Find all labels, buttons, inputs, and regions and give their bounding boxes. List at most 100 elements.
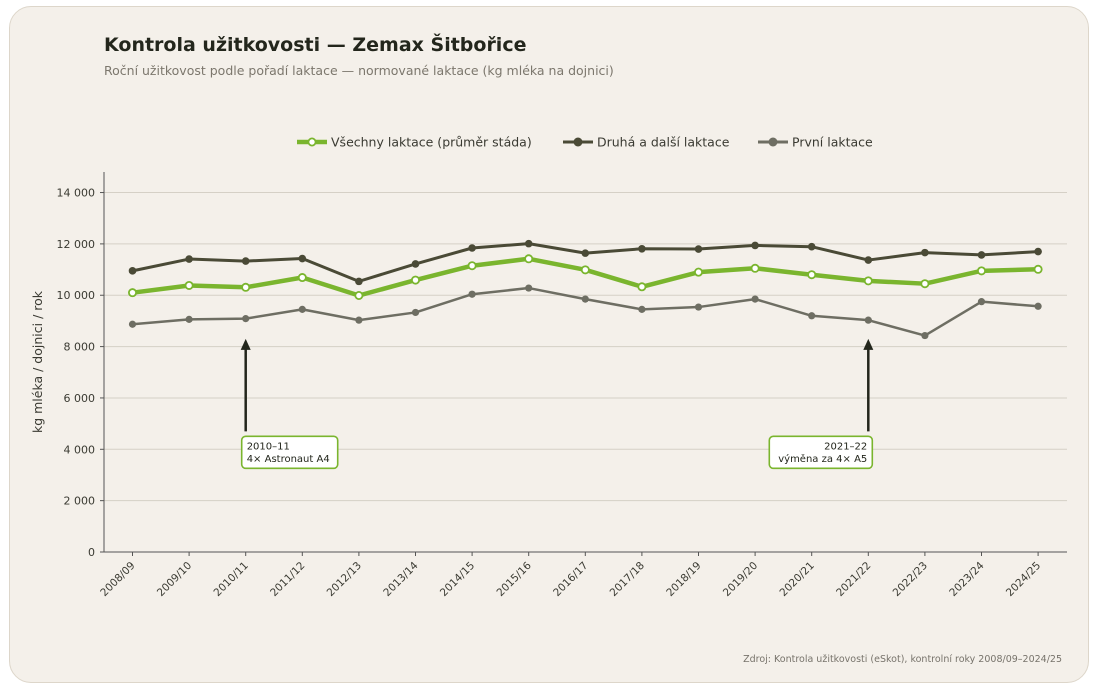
data-point <box>298 254 307 263</box>
source-note: Zdroj: Kontrola užitkovosti (eSkot), kon… <box>743 654 1062 665</box>
data-point <box>355 277 363 286</box>
data-point <box>354 290 364 300</box>
data-point <box>467 261 477 271</box>
data-point <box>410 275 420 285</box>
data-point <box>241 282 251 292</box>
annotation-1: 2010–11 4× Astronaut A4 <box>240 338 339 470</box>
data-point <box>977 298 986 306</box>
legend: Všechny laktace (průměr stáda) Druhá a da… <box>297 135 873 150</box>
data-point <box>863 276 873 286</box>
x-tick-label: 2014/15 <box>438 560 477 599</box>
x-tick-label: 2010/11 <box>211 560 250 599</box>
data-point <box>638 305 646 313</box>
data-point <box>468 290 476 298</box>
annotation-text: 2010–11 <box>247 441 290 452</box>
data-point <box>751 295 759 303</box>
legend-item-all: Všechny laktace (průměr stáda) <box>297 135 532 150</box>
data-point <box>808 312 816 320</box>
x-tick-label: 2021/22 <box>834 560 873 599</box>
x-tick-label: 2019/20 <box>721 560 760 599</box>
data-point <box>411 260 420 268</box>
y-tick-label: 12 000 <box>57 238 96 251</box>
data-point <box>1034 247 1042 256</box>
legend-swatch-marker <box>768 137 778 147</box>
data-point <box>525 284 533 292</box>
data-point <box>128 320 137 328</box>
data-point <box>184 280 194 290</box>
data-point <box>580 265 590 275</box>
data-point <box>694 267 704 277</box>
legend-label: První laktace <box>792 135 873 150</box>
x-tick-label: 2015/16 <box>494 559 534 599</box>
series-first <box>128 284 1042 340</box>
y-tick-label: 8 000 <box>64 341 96 354</box>
series-line <box>131 242 1040 283</box>
y-tick-label: 0 <box>88 546 95 559</box>
series-second <box>128 239 1042 286</box>
x-tick-label: 2023/24 <box>947 559 987 599</box>
data-point <box>921 248 929 257</box>
y-tick-label: 10 000 <box>57 289 96 302</box>
data-point <box>185 255 193 263</box>
series-line <box>130 256 1041 298</box>
data-point <box>920 279 930 289</box>
legend-item-second: Druhá a další laktace <box>563 135 730 150</box>
data-point <box>864 316 872 324</box>
data-point <box>355 316 363 324</box>
data-point <box>807 242 816 251</box>
annotation-arrowhead <box>863 338 874 350</box>
data-point <box>298 305 306 313</box>
data-point <box>241 257 250 265</box>
y-tick-labels: 0 2 000 4 000 6 000 8 000 10 000 12 000 14 000 <box>57 187 104 559</box>
chart-subtitle: Roční užitkovost podle pořadí laktace — … <box>104 63 614 78</box>
data-point <box>751 241 759 250</box>
chart-card <box>9 6 1089 683</box>
x-tick-label: 2008/09 <box>98 560 137 599</box>
data-point <box>411 308 420 317</box>
x-tick-label: 2018/19 <box>664 560 703 599</box>
legend-label: Druhá a další laktace <box>597 135 730 150</box>
data-point <box>807 270 817 280</box>
data-point <box>524 254 534 264</box>
y-axis-label: kg mléka / dojnici / rok <box>30 290 45 433</box>
data-point <box>1033 264 1043 274</box>
legend-item-first: První laktace <box>758 135 873 150</box>
data-point <box>242 315 250 323</box>
x-tick-label: 2011/12 <box>268 560 307 599</box>
y-gridlines <box>104 192 1067 502</box>
x-tick-label: 2013/14 <box>381 559 421 599</box>
data-point <box>750 263 760 273</box>
data-point <box>468 244 476 252</box>
annotation-box <box>240 435 339 470</box>
data-point <box>524 239 533 248</box>
x-tick-label: 2017/18 <box>608 560 647 599</box>
data-point <box>127 288 137 298</box>
y-tick-label: 2 000 <box>64 495 96 508</box>
x-tick-label: 2016/17 <box>551 560 590 599</box>
y-tick-label: 4 000 <box>64 443 96 456</box>
legend-swatch-marker <box>307 137 317 147</box>
data-point <box>638 244 646 253</box>
data-point <box>297 273 307 283</box>
data-point <box>185 315 193 323</box>
legend-swatch-marker <box>573 137 583 147</box>
legend-label: Všechny laktace (průměr stáda) <box>331 135 532 150</box>
annotation-arrowhead <box>240 338 251 350</box>
annotation-box <box>768 435 874 470</box>
data-point <box>637 282 647 292</box>
y-tick-label: 14 000 <box>57 187 96 200</box>
y-tick-label: 6 000 <box>64 392 96 405</box>
data-point <box>694 245 703 253</box>
annotation-text: 2021–22 <box>824 441 867 452</box>
annotation-text: 4× Astronaut A4 <box>247 454 330 465</box>
annotation-text: výměna za 4× A5 <box>778 453 867 465</box>
x-tick-label: 2012/13 <box>325 560 364 599</box>
series-all <box>127 254 1043 300</box>
x-tick-label: 2022/23 <box>891 560 930 599</box>
x-tick-label: 2024/25 <box>1004 560 1043 599</box>
x-tick-label: 2020/21 <box>777 560 816 599</box>
data-point <box>581 295 589 303</box>
x-tick-labels: 2008/09 2009/10 2010/11 2011/12 2012/13 2013/… <box>98 552 1043 599</box>
